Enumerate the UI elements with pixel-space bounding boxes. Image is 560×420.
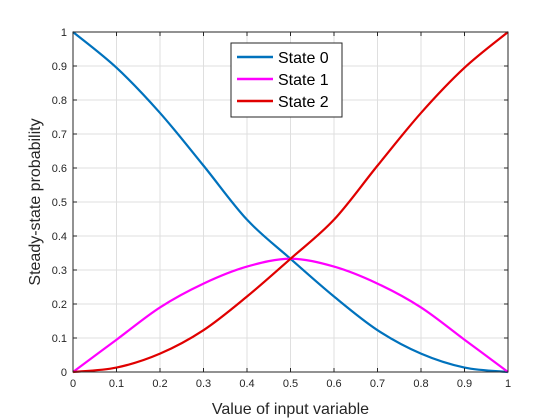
x-tick-label: 0.8 — [413, 378, 428, 390]
axis-ticks: 0 0.1 0.2 0.3 0.4 0.5 0.6 0.7 0.8 0.9 1 0 0.1 0.2 0.3 0… — [52, 27, 511, 390]
y-tick-label: 0.8 — [52, 95, 67, 107]
legend-label: State 0 — [278, 50, 329, 67]
x-tick-label: 0.4 — [239, 378, 254, 390]
x-tick-label: 0.7 — [370, 378, 385, 390]
legend-label: State 1 — [278, 72, 329, 89]
x-tick-label: 0.3 — [196, 378, 211, 390]
y-axis-label: Steady-state probability — [27, 118, 44, 285]
x-axis-label: Value of input variable — [212, 401, 369, 418]
x-tick-label: 0.6 — [326, 378, 341, 390]
y-tick-label: 0.2 — [52, 299, 67, 311]
y-tick-label: 1 — [61, 27, 67, 39]
y-tick-label: 0 — [61, 367, 67, 379]
y-tick-label: 0.3 — [52, 265, 67, 277]
series-line-state-2 — [72, 31, 509, 374]
y-tick-label: 0.9 — [52, 61, 67, 73]
legend-label: State 2 — [278, 94, 329, 111]
x-tick-label: 0.5 — [283, 378, 298, 390]
y-tick-label: 0.6 — [52, 163, 67, 175]
x-tick-label: 0 — [70, 378, 76, 390]
legend: State 0 State 1 State 2 — [230, 42, 343, 118]
series-group — [72, 31, 509, 374]
y-tick-label: 0.1 — [52, 333, 67, 345]
x-tick-label: 0.2 — [152, 378, 167, 390]
x-tick-label: 0.9 — [457, 378, 472, 390]
y-tick-label: 0.5 — [52, 197, 67, 209]
x-tick-label: 1 — [505, 378, 511, 390]
y-tick-label: 0.7 — [52, 129, 67, 141]
y-tick-label: 0.4 — [52, 231, 67, 243]
x-tick-label: 0.1 — [109, 378, 124, 390]
